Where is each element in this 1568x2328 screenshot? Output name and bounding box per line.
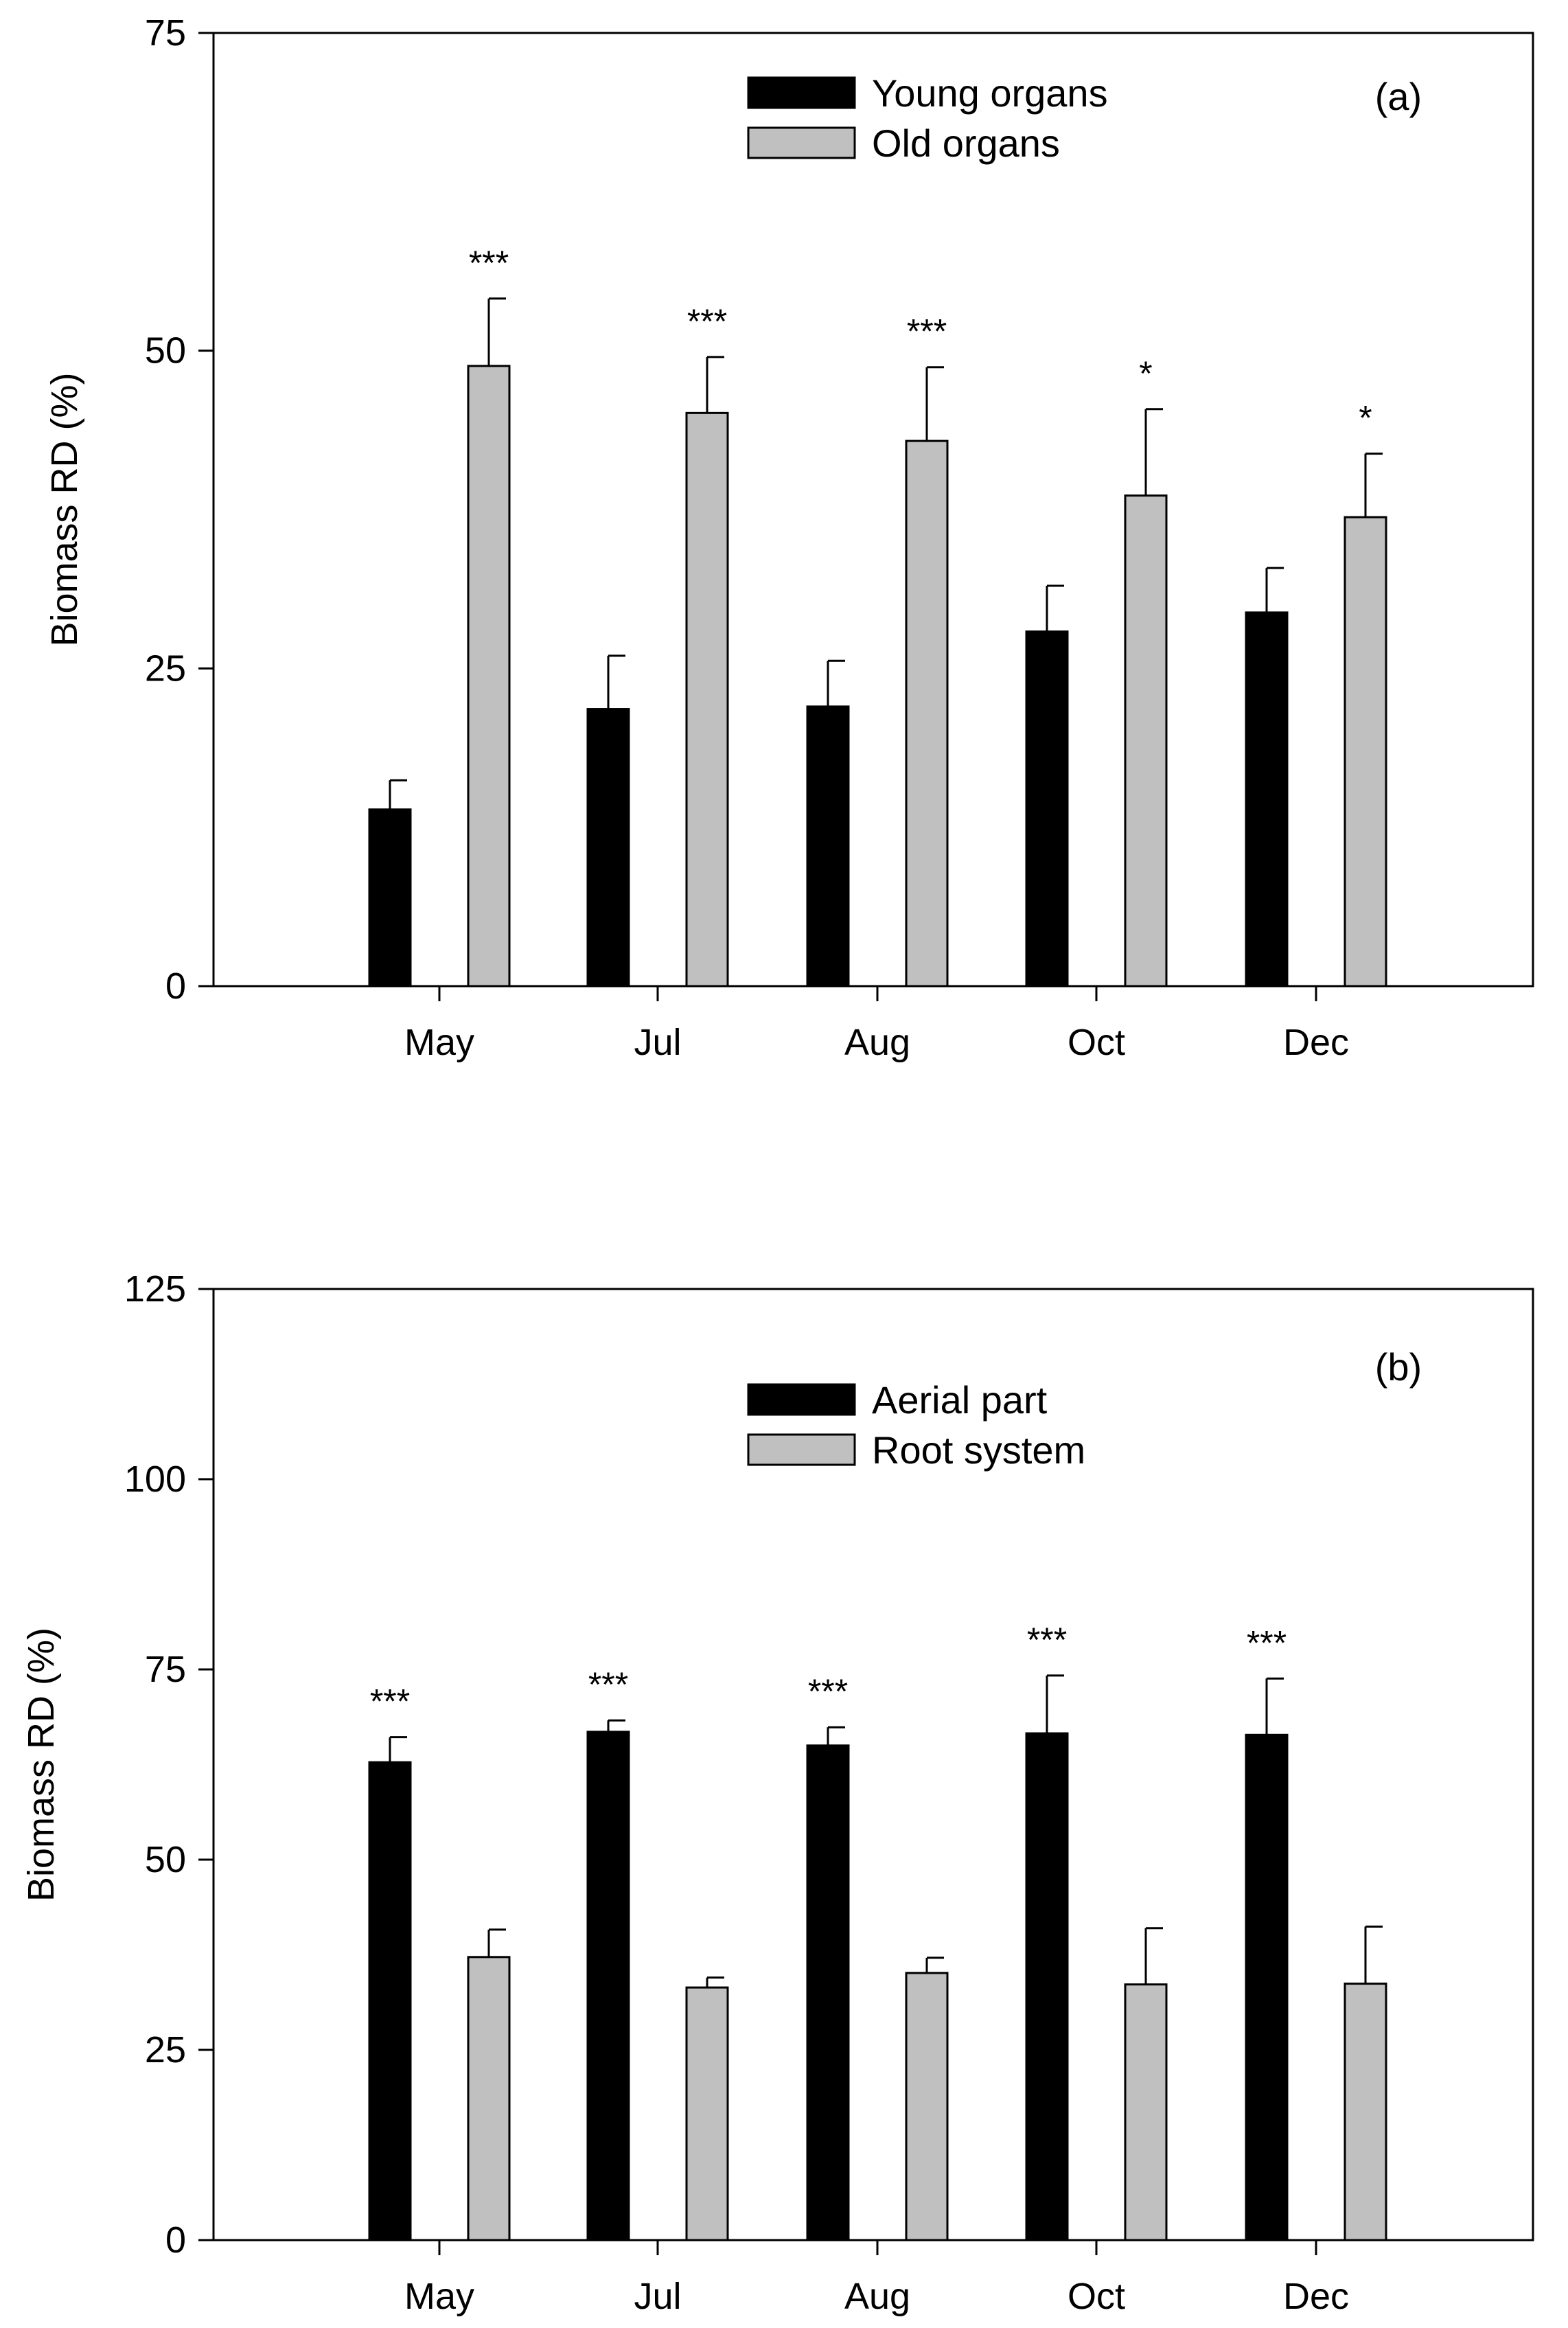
significance-label: * [1359, 399, 1372, 437]
y-tick-label: 50 [145, 330, 186, 372]
significance-label: *** [907, 312, 947, 351]
legend-label: Old organs [872, 122, 1060, 165]
x-tick-label: Jul [634, 2276, 681, 2317]
legend-label: Young organs [872, 71, 1108, 115]
y-tick-label: 75 [145, 12, 186, 54]
significance-label: * [1139, 354, 1152, 393]
legend-label: Aerial part [872, 1378, 1048, 1422]
bar-light [1124, 494, 1168, 988]
bar-dark [1245, 1733, 1289, 2241]
bar-dark [806, 705, 850, 988]
plot-frame [212, 1288, 1534, 2241]
y-tick-label: 50 [145, 1839, 186, 1880]
legend-swatch [747, 1383, 856, 1416]
x-tick-label: Oct [1068, 2276, 1125, 2317]
bar-light [905, 1972, 949, 2241]
y-tick-label: 0 [165, 966, 186, 1007]
x-tick-label: Dec [1283, 2276, 1349, 2317]
bar-dark [1245, 611, 1289, 988]
chart-panel-2: 0 25 50 75 100 125 Biomass RD (%) May Jul Aug Oct D… [21, 1268, 1534, 2317]
significance-label: *** [1027, 1621, 1067, 1659]
y-tick-label: 125 [124, 1268, 186, 1310]
y-tick-label: 0 [165, 2219, 186, 2261]
y-axis-title: Biomass RD (%) [44, 372, 85, 646]
x-tick-label: Aug [844, 2276, 910, 2317]
bar-light [1344, 516, 1387, 988]
bar-light [685, 1986, 729, 2241]
significance-label: *** [588, 1665, 628, 1704]
bar-light [905, 440, 949, 988]
bar-dark [1025, 1732, 1069, 2241]
x-tick-label: Dec [1283, 1022, 1349, 1063]
y-tick-label: 25 [145, 648, 186, 689]
x-tick-label: May [404, 2276, 474, 2317]
x-tick-label: Jul [634, 1022, 681, 1063]
bar-dark [586, 1731, 630, 2241]
legend-swatch [747, 1433, 856, 1466]
x-tick-label: Aug [844, 1022, 910, 1063]
bar-light [467, 365, 511, 988]
bar-dark [368, 808, 412, 988]
bar-light [685, 411, 729, 988]
significance-label: *** [687, 302, 727, 341]
significance-label: *** [808, 1672, 848, 1711]
legend-swatch [747, 76, 856, 109]
y-tick-label: 25 [145, 2029, 186, 2070]
bar-dark [368, 1761, 412, 2241]
legend-swatch [747, 126, 856, 159]
bar-dark [586, 708, 630, 988]
y-tick-label: 100 [124, 1459, 186, 1500]
significance-label: *** [469, 244, 509, 282]
legend-label: Root system [872, 1428, 1085, 1472]
significance-label: *** [1247, 1623, 1287, 1662]
bar-light [467, 1956, 511, 2241]
bar-dark [1025, 630, 1069, 988]
significance-label: *** [370, 1682, 410, 1721]
panel-label: (a) [1375, 75, 1422, 118]
y-tick-label: 75 [145, 1649, 186, 1690]
bar-dark [806, 1744, 850, 2241]
bar-light [1344, 1983, 1387, 2241]
y-axis-title: Biomass RD (%) [21, 1628, 62, 1902]
x-tick-label: May [404, 1022, 474, 1063]
bar-light [1124, 1983, 1168, 2241]
plot-frame [212, 32, 1534, 988]
x-tick-label: Oct [1068, 1022, 1125, 1063]
panel-label: (b) [1375, 1345, 1422, 1389]
